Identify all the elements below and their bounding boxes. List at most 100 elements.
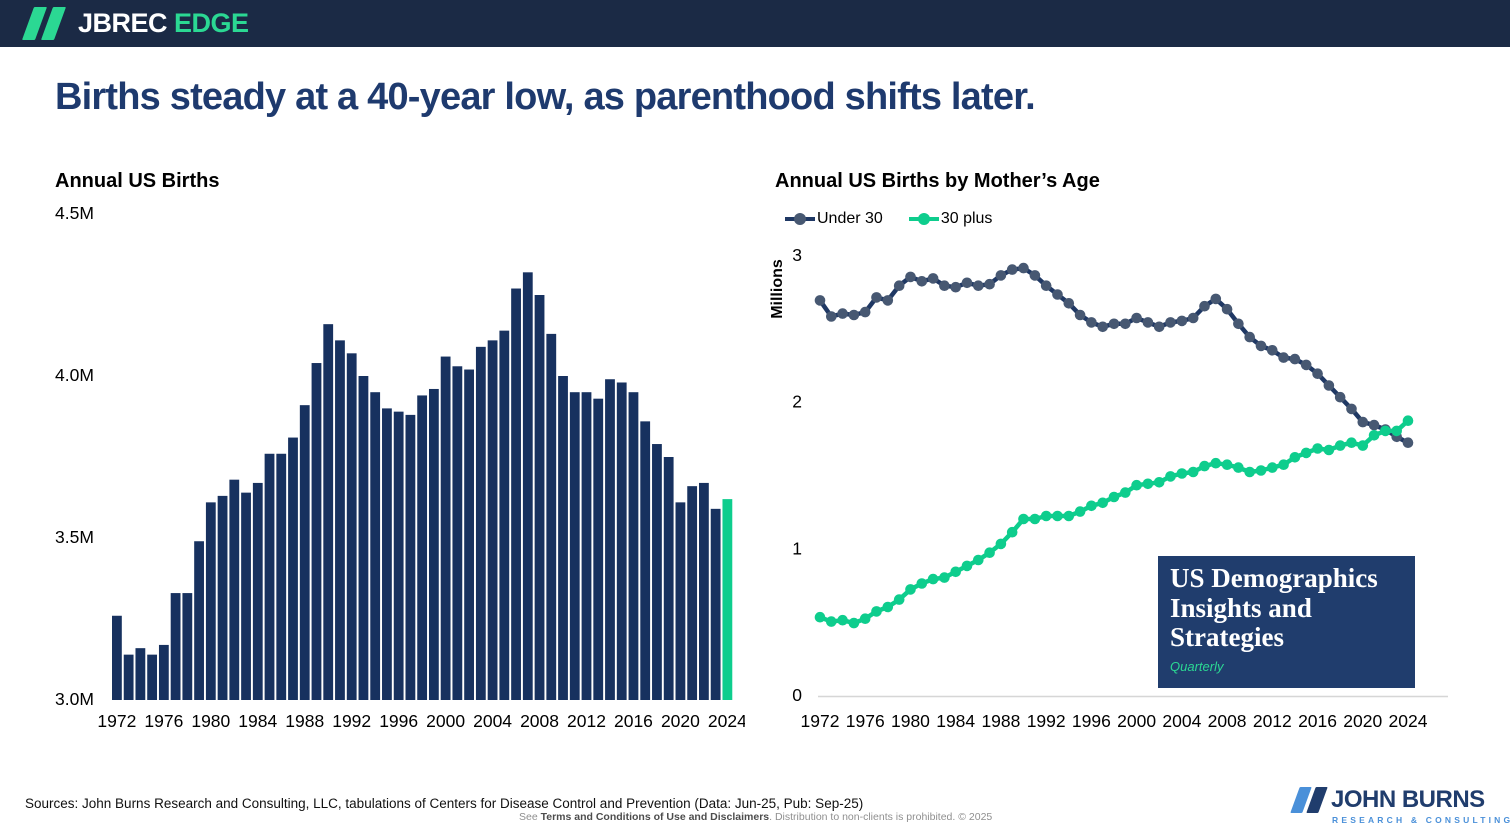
bar-2013 <box>593 398 604 700</box>
data-point <box>1052 510 1063 522</box>
data-point <box>1267 462 1278 473</box>
x-tick-label: 1996 <box>379 711 418 730</box>
bar-2001 <box>452 366 463 700</box>
bar-1994 <box>370 392 381 700</box>
bar-2002 <box>464 369 474 700</box>
data-point <box>837 614 848 626</box>
data-point <box>1357 416 1369 428</box>
x-tick-label: 1992 <box>1027 711 1066 730</box>
right-chart-title: Annual US Births by Mother’s Age <box>775 170 1100 192</box>
data-point <box>1402 437 1414 448</box>
disclaimer-prefix: See <box>519 811 541 823</box>
data-point <box>814 295 826 306</box>
data-point <box>1346 403 1357 415</box>
bar-2007 <box>522 272 533 700</box>
report-badge-line1: US Demographics <box>1170 563 1378 593</box>
bar-2004 <box>487 340 498 700</box>
bar-1976 <box>158 644 169 700</box>
bar-1982 <box>229 479 240 700</box>
terms-and-conditions-link[interactable]: Terms and Conditions of Use and Disclaim… <box>540 811 770 823</box>
data-point <box>927 273 939 284</box>
bar-2022 <box>699 482 709 700</box>
data-point <box>1131 312 1142 324</box>
bar-2003 <box>475 346 486 700</box>
bar-1995 <box>382 408 392 700</box>
data-point <box>939 280 950 291</box>
bar-1977 <box>170 593 181 700</box>
data-point <box>1380 425 1391 437</box>
data-point <box>1300 359 1312 371</box>
data-point <box>984 547 995 558</box>
bar-2006 <box>511 288 521 700</box>
bar-1975 <box>147 654 158 700</box>
brand-text: JBREC EDGE <box>78 8 249 39</box>
data-point <box>1312 443 1323 454</box>
data-point <box>1368 419 1380 431</box>
bar-1980 <box>205 502 216 700</box>
data-point <box>1120 318 1131 330</box>
y-tick-label: 3.0M <box>55 689 94 709</box>
y-tick-label: 1 <box>792 538 802 558</box>
under-30-line-marker-icon <box>785 213 815 225</box>
data-point <box>1255 340 1267 352</box>
bar-2024 <box>722 499 733 700</box>
y-tick-label: 4.5M <box>55 203 94 223</box>
x-tick-label: 2020 <box>1343 711 1382 730</box>
data-point <box>1006 526 1018 538</box>
x-tick-label: 2024 <box>708 711 745 730</box>
data-point <box>961 560 973 572</box>
y-tick-label: 3 <box>792 245 802 265</box>
data-point <box>871 292 882 303</box>
x-tick-label: 2004 <box>473 711 512 730</box>
y-tick-label: 3.5M <box>55 527 94 547</box>
data-point <box>1244 331 1255 343</box>
data-point <box>859 613 871 624</box>
data-point <box>1165 317 1176 328</box>
x-tick-label: 1976 <box>144 711 183 730</box>
data-point <box>1187 312 1199 324</box>
data-point <box>939 572 950 583</box>
legend-label-under-30: Under 30 <box>817 210 883 227</box>
data-point <box>1018 262 1029 274</box>
data-point <box>848 309 860 321</box>
data-point <box>1052 289 1063 300</box>
bar-2008 <box>534 295 545 700</box>
x-tick-label: 1972 <box>801 711 840 730</box>
data-point <box>927 573 939 585</box>
bar-2017 <box>640 421 651 700</box>
data-point <box>1097 497 1108 509</box>
y-tick-label: 4.0M <box>55 365 94 385</box>
data-point <box>1040 280 1052 291</box>
data-point <box>1120 487 1131 498</box>
data-point <box>882 295 894 306</box>
x-tick-label: 2004 <box>1162 711 1201 730</box>
x-tick-label: 1980 <box>191 711 230 730</box>
left-chart-title: Annual US Births <box>55 170 220 192</box>
data-point <box>1142 478 1154 490</box>
data-point <box>1210 457 1222 469</box>
data-point <box>1153 321 1165 333</box>
data-point <box>1199 460 1210 472</box>
bar-2023 <box>710 508 721 700</box>
data-point <box>916 578 928 589</box>
data-point <box>1086 500 1097 512</box>
john-burns-tagline: RESEARCH & CONSULTING <box>1332 815 1510 825</box>
bar-1990 <box>323 324 334 700</box>
bar-2011 <box>569 392 580 700</box>
data-point <box>1165 471 1176 482</box>
data-point <box>1255 465 1267 476</box>
bar-1987 <box>288 437 298 700</box>
data-point <box>950 281 961 293</box>
data-point <box>1199 300 1210 312</box>
brand-jbrec: JBREC <box>78 8 168 38</box>
x-tick-label: 2012 <box>567 711 606 730</box>
data-point <box>1323 444 1335 456</box>
series-line-under-30 <box>817 265 1411 445</box>
data-point <box>1176 315 1188 327</box>
data-point <box>1312 368 1323 379</box>
data-point <box>826 311 837 322</box>
report-badge-frequency: Quarterly <box>1170 659 1224 675</box>
bar-2021 <box>687 486 698 700</box>
jbrec-edge-logo: JBREC EDGE <box>21 7 249 40</box>
